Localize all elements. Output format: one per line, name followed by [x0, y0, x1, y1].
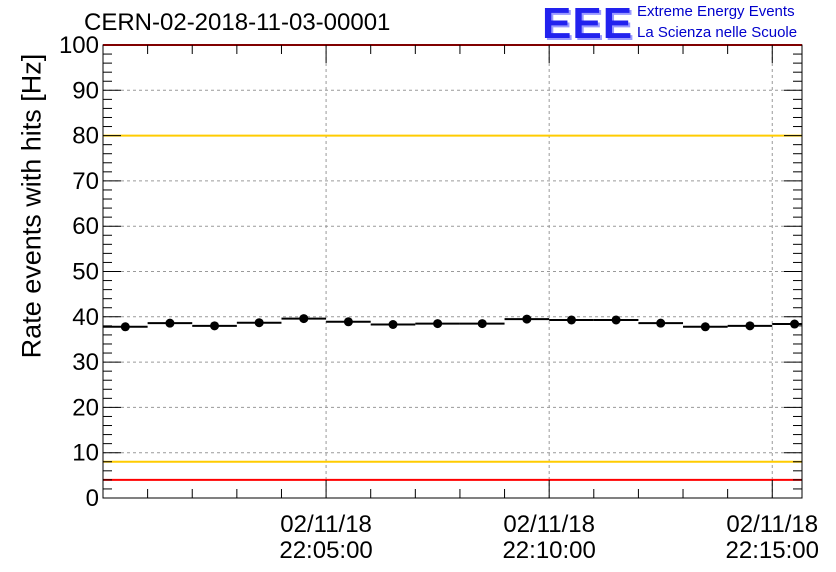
data-point: [745, 321, 755, 331]
y-tick-label: 40: [72, 304, 99, 331]
data-point: [254, 318, 264, 328]
y-tick-label: 0: [86, 485, 99, 512]
y-tick-label: 80: [72, 123, 99, 150]
x-tick-label-time: 22:05:00: [279, 537, 372, 564]
y-tick-label: 100: [59, 32, 99, 59]
data-point: [388, 320, 398, 330]
y-tick-label: 90: [72, 77, 99, 104]
x-tick-label-date: 02/11/18: [503, 511, 595, 538]
y-tick-label: 30: [72, 349, 99, 376]
x-tick-label-date: 02/11/18: [280, 511, 372, 538]
data-point: [656, 318, 666, 328]
data-point: [210, 321, 220, 331]
data-point: [790, 319, 800, 329]
x-tick-label-time: 22:10:00: [502, 537, 595, 564]
y-tick-label: 60: [72, 213, 99, 240]
x-tick-label-time: 22:15:00: [726, 537, 819, 564]
chart-title: CERN-02-2018-11-03-00001: [84, 9, 391, 36]
logo-text-line2: La Scienza nelle Scuole: [637, 24, 798, 41]
data-point: [700, 322, 710, 332]
data-point: [165, 318, 175, 328]
y-tick-label: 10: [72, 440, 99, 467]
y-tick-label: 70: [72, 168, 99, 195]
data-point: [477, 319, 487, 329]
eee-logo: EEE: [542, 0, 634, 48]
data-point: [433, 319, 443, 329]
y-axis-label: Rate events with hits [Hz]: [16, 53, 47, 359]
y-tick-label: 50: [72, 259, 99, 286]
logo-text-line1: Extreme Energy Events: [637, 3, 795, 20]
data-point: [566, 315, 576, 325]
x-tick-label-date: 02/11/18: [726, 511, 818, 538]
data-point: [343, 317, 353, 327]
y-tick-label: 20: [72, 394, 99, 421]
data-point: [611, 315, 621, 325]
data-point: [120, 322, 130, 332]
data-point: [299, 314, 309, 324]
data-point: [522, 314, 532, 324]
